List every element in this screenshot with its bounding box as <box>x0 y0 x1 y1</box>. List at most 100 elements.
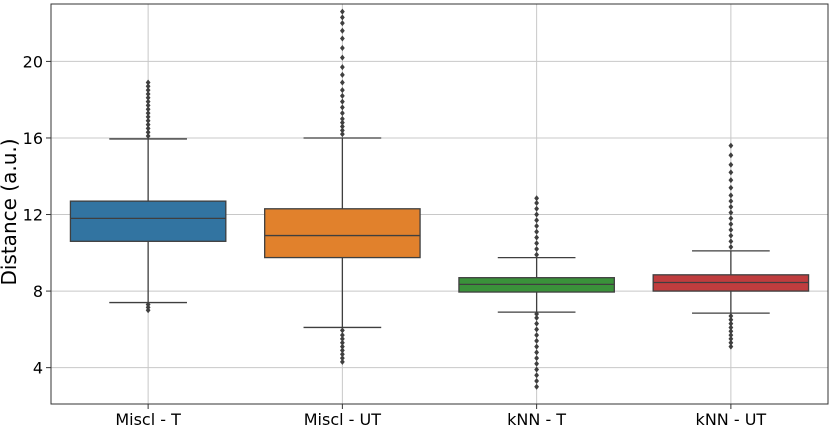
outlier-point <box>145 94 151 101</box>
outlier-point <box>339 20 345 27</box>
outlier-point <box>728 324 734 331</box>
outlier-point <box>339 123 345 130</box>
x-tick-label: Miscl - T <box>115 410 181 427</box>
outlier-point <box>339 115 345 122</box>
outlier-point <box>145 117 151 124</box>
outlier-point <box>145 90 151 97</box>
outlier-point <box>728 226 734 233</box>
outlier-point <box>145 133 151 140</box>
outlier-point <box>728 339 734 346</box>
outlier-point <box>728 312 734 319</box>
outlier-point <box>145 106 151 113</box>
outlier-point <box>339 355 345 362</box>
box-group <box>69 79 227 314</box>
box-group <box>458 195 615 390</box>
outlier-point <box>339 87 345 94</box>
outlier-point <box>728 169 734 176</box>
outlier-point <box>534 228 540 235</box>
outlier-point <box>728 335 734 342</box>
outlier-point <box>728 238 734 245</box>
outlier-point <box>339 332 345 339</box>
box-group <box>652 142 810 350</box>
outlier-point <box>145 102 151 109</box>
y-tick-label: 4 <box>33 359 43 378</box>
outlier-point <box>728 320 734 327</box>
outlier-point <box>534 223 540 230</box>
outlier-point <box>534 314 540 321</box>
outlier-point <box>339 351 345 358</box>
outlier-point <box>534 311 540 318</box>
outlier-point <box>728 221 734 228</box>
outlier-point <box>728 203 734 210</box>
outlier-point <box>145 113 151 120</box>
outlier-point <box>728 192 734 199</box>
y-tick-label: 20 <box>23 52 43 71</box>
outlier-point <box>534 251 540 258</box>
outlier-point <box>145 98 151 105</box>
outlier-point <box>145 301 151 308</box>
outlier-point <box>339 347 345 354</box>
outlier-point <box>339 64 345 71</box>
outlier-point <box>728 152 734 159</box>
outlier-point <box>339 71 345 78</box>
outlier-point <box>339 358 345 365</box>
outlier-point <box>534 205 540 212</box>
outlier-point <box>728 215 734 222</box>
y-axis-ticks: 4 8 12 16 20 <box>23 52 51 378</box>
outlier-point <box>339 54 345 61</box>
plot-frame <box>50 3 829 405</box>
outlier-point <box>534 378 540 385</box>
outlier-point <box>534 372 540 379</box>
y-tick-label: 16 <box>23 129 43 148</box>
outlier-point <box>728 316 734 323</box>
outlier-point <box>145 125 151 132</box>
outlier-point <box>339 8 345 15</box>
outlier-point <box>728 232 734 239</box>
outlier-point <box>339 339 345 346</box>
outlier-point <box>339 98 345 105</box>
outlier-point <box>145 121 151 128</box>
box-iqr <box>69 200 227 242</box>
y-axis-label: Distance (a.u.) <box>0 138 21 285</box>
outlier-point <box>339 335 345 342</box>
outlier-point <box>339 104 345 111</box>
outlier-point <box>339 45 345 52</box>
outlier-point <box>728 198 734 205</box>
outlier-point <box>728 161 734 168</box>
outlier-point <box>145 79 151 86</box>
outlier-point <box>145 83 151 90</box>
outlier-point <box>534 383 540 390</box>
outlier-point <box>534 343 540 350</box>
outlier-point <box>534 245 540 252</box>
outlier-point <box>339 92 345 99</box>
outlier-point <box>534 211 540 218</box>
y-tick-label: 12 <box>23 206 43 225</box>
outlier-point <box>534 355 540 362</box>
outlier-point <box>339 131 345 138</box>
outlier-point <box>339 79 345 86</box>
outlier-point <box>145 110 151 117</box>
outlier-point <box>728 177 734 184</box>
outlier-point <box>534 240 540 247</box>
outlier-point <box>339 127 345 134</box>
outlier-point <box>339 35 345 42</box>
outlier-point <box>534 337 540 344</box>
x-axis-ticks: Miscl - T Miscl - UT kNN - T kNN - UT <box>115 404 766 427</box>
x-tick-label: Miscl - UT <box>304 410 381 427</box>
outlier-point <box>145 87 151 94</box>
outlier-point <box>339 119 345 126</box>
outlier-point <box>534 326 540 333</box>
box-group <box>264 8 421 365</box>
outlier-point <box>728 184 734 191</box>
outlier-point <box>728 328 734 335</box>
outlier-point <box>534 366 540 373</box>
y-tick-label: 8 <box>33 282 43 301</box>
outlier-point <box>339 27 345 34</box>
outlier-point <box>728 244 734 251</box>
outlier-point <box>534 217 540 224</box>
outlier-point <box>534 332 540 339</box>
outlier-point <box>339 343 345 350</box>
outlier-point <box>339 14 345 21</box>
outlier-point <box>145 129 151 136</box>
